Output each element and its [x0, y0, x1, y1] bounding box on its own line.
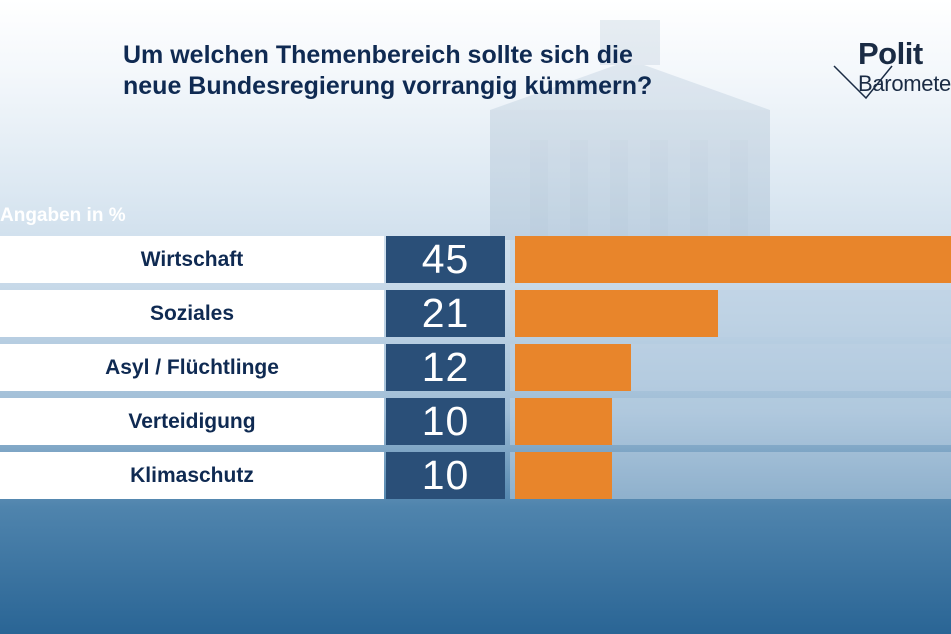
unit-label: Angaben in % — [0, 205, 126, 226]
chart-title: Um welchen Themenbereich sollte sich die… — [123, 40, 783, 102]
category-label: Soziales — [0, 290, 384, 337]
category-label: Asyl / Flüchtlinge — [0, 344, 384, 391]
bar — [515, 290, 718, 337]
chart-row: Verteidigung 10 — [0, 398, 951, 445]
chart-title-line-1: Um welchen Themenbereich sollte sich die — [123, 41, 633, 69]
bar-chart: Wirtschaft 45 Soziales 21 Asyl / Flüchtlinge… — [0, 236, 951, 500]
logo-check-mark-icon — [833, 65, 893, 100]
background-building-illustration — [490, 20, 770, 240]
category-label: Wirtschaft — [0, 236, 384, 283]
bar — [515, 452, 612, 499]
chart-row: Soziales 21 — [0, 290, 951, 337]
chart-title-line-2: neue Bundesregierung vorrangig kümmern? — [123, 72, 653, 100]
logo-line-1: Polit — [858, 36, 923, 71]
chart-row: Asyl / Flüchtlinge 12 — [0, 344, 951, 391]
bar — [515, 236, 951, 283]
category-label: Klimaschutz — [0, 452, 384, 499]
category-label: Verteidigung — [0, 398, 384, 445]
value-label: 12 — [386, 344, 505, 391]
bar — [515, 344, 631, 391]
chart-row: Klimaschutz 10 — [0, 452, 951, 499]
value-label: 45 — [386, 236, 505, 283]
chart-row: Wirtschaft 45 — [0, 236, 951, 283]
logo-line-2: Barometer — [858, 71, 951, 96]
value-label: 10 — [386, 398, 505, 445]
bar — [515, 398, 612, 445]
value-label: 21 — [386, 290, 505, 337]
value-label: 10 — [386, 452, 505, 499]
politbarometer-logo: Polit Barometer — [832, 36, 951, 100]
